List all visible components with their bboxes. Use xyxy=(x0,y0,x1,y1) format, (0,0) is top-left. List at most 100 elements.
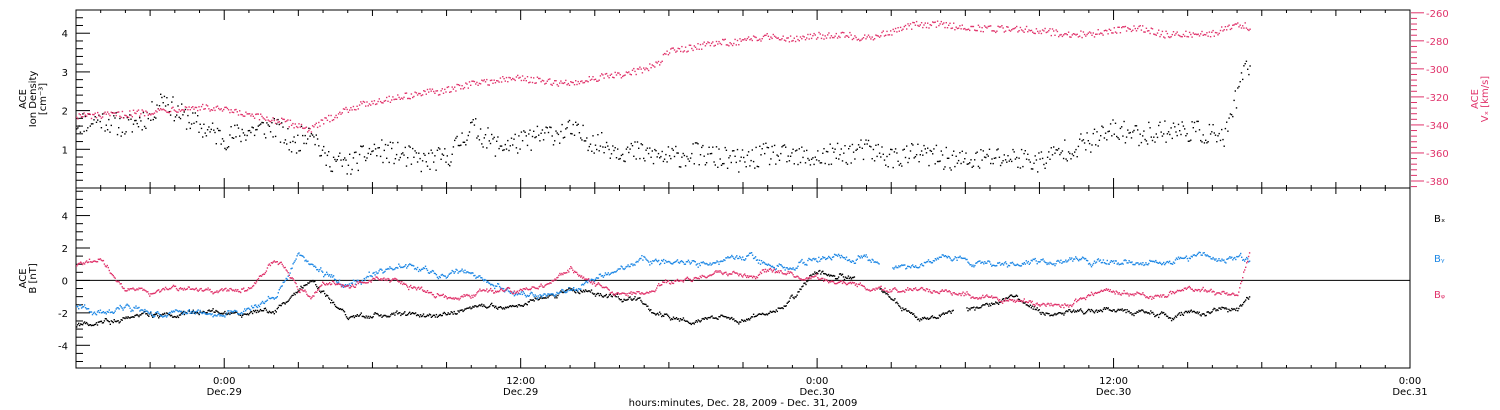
bz-point xyxy=(265,270,268,272)
bz-point xyxy=(239,290,241,293)
bx-point xyxy=(182,310,185,313)
bx-point xyxy=(240,314,242,316)
density-point xyxy=(735,161,737,164)
bz-point xyxy=(94,260,97,263)
by-point xyxy=(1238,255,1240,258)
bx-point xyxy=(121,319,123,321)
density-point xyxy=(885,164,887,166)
by-point xyxy=(543,293,545,295)
by-point xyxy=(228,310,230,312)
by-point xyxy=(715,261,717,264)
by-point xyxy=(716,260,718,262)
bx-point xyxy=(496,307,498,309)
by-point xyxy=(203,311,205,314)
density-point xyxy=(981,159,983,161)
bx-point xyxy=(402,313,404,315)
density-point xyxy=(1191,121,1193,123)
by-point xyxy=(374,274,376,276)
bx-point xyxy=(454,312,456,315)
by-point xyxy=(82,306,85,308)
by-point xyxy=(483,280,485,282)
density-point xyxy=(421,160,424,162)
velocity-point xyxy=(263,118,266,120)
by-point xyxy=(1095,261,1098,263)
density-point xyxy=(549,126,551,128)
bx-point xyxy=(287,300,289,302)
density-point xyxy=(1124,142,1127,144)
bx-point xyxy=(78,322,80,325)
bz-point xyxy=(337,282,340,285)
velocity-point xyxy=(1028,29,1030,31)
velocity-point xyxy=(649,63,651,65)
velocity-point xyxy=(935,26,938,28)
density-point xyxy=(1159,121,1161,123)
velocity-point xyxy=(760,40,762,42)
by-point xyxy=(454,271,456,273)
by-point xyxy=(618,268,620,270)
by-point xyxy=(1111,261,1113,263)
velocity-point xyxy=(733,42,735,45)
velocity-point xyxy=(917,24,919,27)
bz-point xyxy=(360,281,362,284)
by-point xyxy=(767,263,770,265)
by-point xyxy=(436,276,439,278)
bx-point xyxy=(111,320,113,323)
bz-point xyxy=(323,282,325,284)
velocity-point xyxy=(983,25,986,27)
density-point xyxy=(129,114,131,116)
by-point xyxy=(163,315,165,318)
density-point xyxy=(491,133,493,136)
by-point xyxy=(112,312,114,314)
velocity-point xyxy=(815,38,818,40)
density-point xyxy=(689,157,692,159)
bz-point xyxy=(316,291,318,293)
bx-point xyxy=(116,320,118,322)
density-point xyxy=(987,155,989,157)
bx-point xyxy=(640,299,642,302)
by-point xyxy=(446,276,448,278)
bx-point xyxy=(458,311,460,313)
by-point xyxy=(917,267,920,269)
by-point xyxy=(811,259,813,262)
bx-point xyxy=(364,317,366,319)
bz-point xyxy=(214,291,216,293)
density-point xyxy=(808,159,810,161)
density-point xyxy=(959,152,961,154)
density-point xyxy=(276,123,278,125)
density-point xyxy=(724,146,726,149)
bx-point xyxy=(301,286,303,289)
bz-point xyxy=(78,262,80,265)
bz-point xyxy=(496,291,498,293)
by-point xyxy=(177,310,180,313)
bx-point xyxy=(375,312,377,315)
velocity-point xyxy=(366,101,368,103)
by-point xyxy=(223,314,225,317)
by-point xyxy=(740,257,742,259)
velocity-point xyxy=(1079,35,1081,37)
bz-point xyxy=(490,287,492,290)
bx-point xyxy=(1030,307,1032,309)
density-point xyxy=(449,165,451,167)
velocity-point xyxy=(1171,33,1173,36)
density-point xyxy=(781,146,783,148)
bx-point xyxy=(498,306,501,308)
by-point xyxy=(171,311,174,313)
by-point xyxy=(744,259,746,261)
bx-point xyxy=(1043,313,1045,315)
velocity-point xyxy=(231,111,233,113)
velocity-point xyxy=(761,38,763,40)
density-point xyxy=(733,150,735,152)
density-point xyxy=(1127,129,1129,131)
by-point xyxy=(801,258,803,261)
by-point xyxy=(412,264,414,267)
density-point xyxy=(704,164,707,166)
velocity-point xyxy=(978,26,981,28)
bx-point xyxy=(1064,312,1066,314)
bx-point xyxy=(352,315,355,317)
top-panel-marks xyxy=(76,20,1251,175)
by-point xyxy=(1172,261,1175,263)
bx-point xyxy=(532,299,534,301)
bx-point xyxy=(158,317,160,319)
density-point xyxy=(655,150,657,152)
by-point xyxy=(780,264,782,266)
